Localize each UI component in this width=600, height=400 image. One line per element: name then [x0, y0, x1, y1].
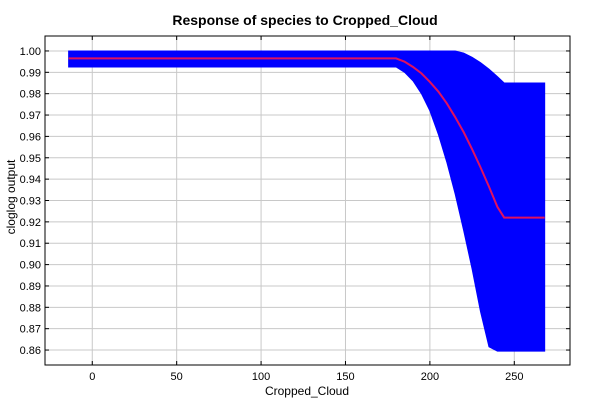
y-tick-label: 0.93 [20, 196, 41, 208]
y-tick-label: 0.96 [20, 131, 41, 143]
x-tick-labels: 0 50 100 150 200 250 [89, 371, 523, 383]
y-tick-label: 0.86 [20, 345, 41, 357]
y-tick-labels: 0.86 0.87 0.88 0.89 0.90 0.91 0.92 0.93 0.94 0.95… [20, 46, 41, 357]
y-tick-label: 0.99 [20, 67, 41, 79]
y-tick-label: 0.94 [20, 174, 41, 186]
x-tick-label: 150 [336, 371, 354, 383]
x-axis-label: Cropped_Cloud [265, 384, 349, 398]
x-tick-label: 50 [171, 371, 183, 383]
y-tick-label: 0.98 [20, 89, 41, 101]
confidence-band-layer [68, 50, 546, 352]
y-tick-label: 0.88 [20, 302, 41, 314]
confidence-band [68, 50, 546, 352]
x-tick-label: 250 [505, 371, 523, 383]
y-axis-label: cloglog output [4, 159, 18, 234]
x-tick-label: 200 [421, 371, 439, 383]
mean-response-line [68, 57, 545, 219]
y-tick-label: 0.97 [20, 110, 41, 122]
y-tick-label: 0.91 [20, 238, 41, 250]
y-tick-label: 1.00 [20, 46, 41, 58]
y-tick-label: 0.92 [20, 217, 41, 229]
y-tick-label: 0.89 [20, 281, 41, 293]
axis-ticks [45, 36, 570, 365]
y-tick-label: 0.95 [20, 153, 41, 165]
mean-response-layer [68, 57, 545, 219]
x-tick-label: 0 [89, 371, 95, 383]
x-tick-label: 100 [252, 371, 270, 383]
chart-title: Response of species to Cropped_Cloud [172, 12, 437, 28]
y-tick-label: 0.90 [20, 260, 41, 272]
y-tick-label: 0.87 [20, 324, 41, 336]
